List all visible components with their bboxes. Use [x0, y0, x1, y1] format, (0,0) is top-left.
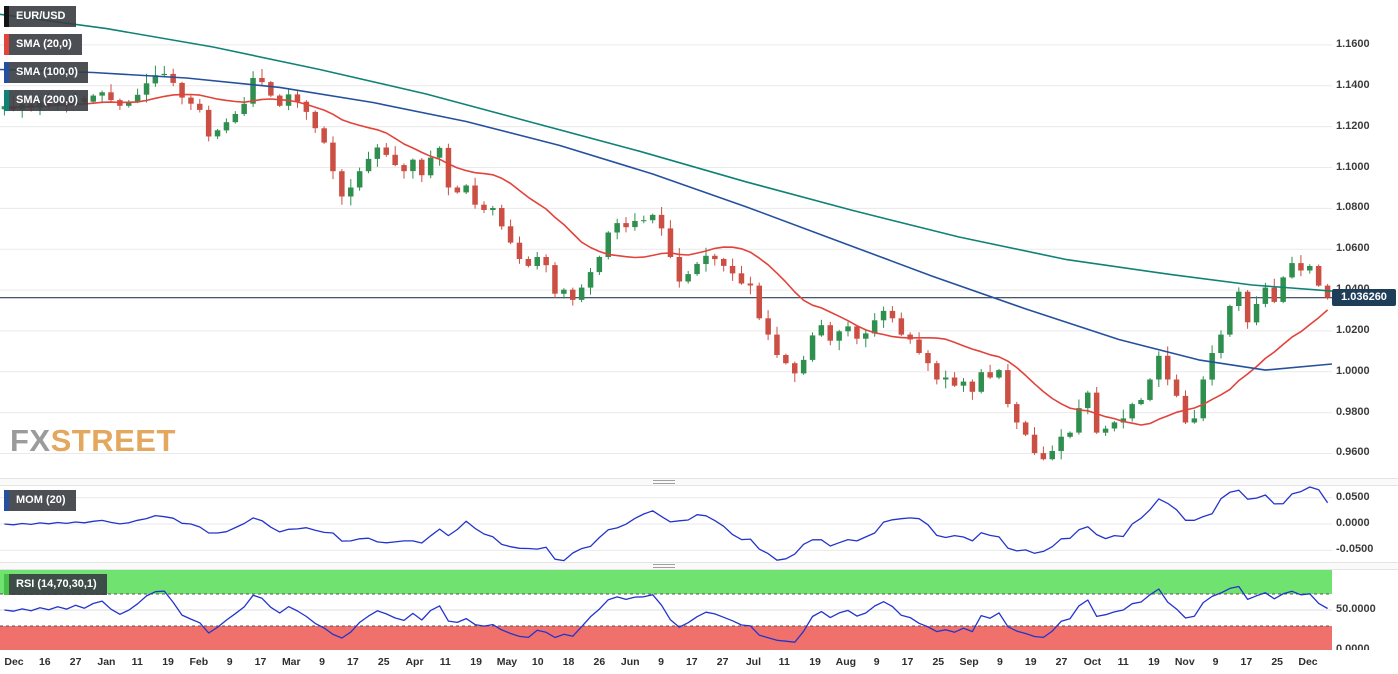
- time-tick-label: 11: [131, 656, 143, 668]
- axis-tick-label: 0.9600: [1336, 446, 1370, 459]
- rsi-label: RSI (14,70,30,1): [16, 578, 97, 590]
- time-tick-label: Apr: [405, 656, 424, 668]
- grip-icon: [653, 564, 675, 569]
- axis-tick-label: 1.1400: [1336, 78, 1370, 91]
- momentum-panel: MOM (20) 0.0500 0.0000 -0.0500: [0, 486, 1398, 562]
- time-tick-label: 16: [38, 656, 51, 668]
- sma100-label: SMA (100,0): [16, 66, 78, 78]
- time-tick-label: 9: [319, 656, 326, 668]
- time-tick-label: Dec: [4, 656, 24, 668]
- axis-tick-label: -0.0500: [1336, 543, 1374, 556]
- time-tick-label: 25: [1271, 656, 1284, 668]
- axis-tick-label: 0.0000: [1336, 517, 1370, 529]
- time-tick-label: Dec: [1298, 656, 1318, 668]
- time-tick-label: 19: [470, 656, 482, 668]
- time-tick-label: 10: [531, 656, 544, 668]
- rsi-panel: RSI (14,70,30,1) 50.0000 0.0000: [0, 570, 1398, 655]
- time-tick-label: 9: [996, 656, 1003, 668]
- current-price-tag: 1.036260: [1332, 288, 1396, 306]
- overlay-legend: EUR/USD SMA (20,0) SMA (100,0) SMA (200,…: [4, 6, 88, 118]
- time-tick-label: 17: [685, 656, 698, 668]
- fxstreet-logo: FXSTREET: [10, 424, 176, 458]
- time-tick-label: 17: [347, 656, 359, 668]
- time-tick-label: Oct: [1083, 656, 1102, 668]
- axis-tick-label: 1.0200: [1336, 323, 1370, 336]
- time-axis[interactable]: Dec 16 27 Jan 11 19 Feb 9 17 Mar 9 17 25 Apr 11 19 May 10…: [0, 650, 1398, 674]
- axis-tick-label: 0.9800: [1336, 405, 1370, 418]
- time-tick-label: 11: [778, 656, 790, 668]
- time-tick-label: 11: [439, 656, 451, 668]
- momentum-canvas[interactable]: [0, 486, 1332, 562]
- time-tick-label: 17: [1240, 656, 1253, 668]
- time-tick-label: May: [496, 656, 518, 668]
- time-tick-label: 18: [562, 656, 575, 668]
- time-tick-label: 11: [1117, 656, 1129, 668]
- sma20-badge[interactable]: SMA (20,0): [4, 34, 82, 55]
- mom-badge[interactable]: MOM (20): [4, 490, 76, 511]
- time-tick-label: 19: [162, 656, 174, 668]
- sma20-label: SMA (20,0): [16, 38, 72, 50]
- rsi-canvas[interactable]: [0, 570, 1332, 650]
- axis-tick-label: 0.0500: [1336, 490, 1370, 503]
- panel-resize-handle[interactable]: [0, 562, 1398, 570]
- time-tick-label: 19: [1024, 656, 1037, 668]
- rsi-badge[interactable]: RSI (14,70,30,1): [4, 574, 107, 595]
- symbol-label: EUR/USD: [16, 10, 66, 22]
- momentum-legend: MOM (20): [4, 490, 76, 518]
- price-chart-canvas[interactable]: [0, 0, 1332, 478]
- time-tick-label: Feb: [189, 656, 209, 668]
- axis-tick-label: 1.0800: [1336, 201, 1370, 214]
- time-tick-label: 19: [1148, 656, 1160, 668]
- axis-tick-label: 1.0000: [1336, 364, 1370, 377]
- price-axis[interactable]: 1.16001.14001.12001.10001.08001.06001.04…: [1334, 0, 1398, 478]
- time-tick-label: 19: [809, 656, 821, 668]
- time-tick-label: Jan: [97, 656, 116, 668]
- time-tick-label: 9: [658, 656, 664, 668]
- sma200-label: SMA (200,0): [16, 94, 78, 106]
- time-tick-label: 17: [254, 656, 267, 668]
- sma200-badge[interactable]: SMA (200,0): [4, 90, 88, 111]
- time-tick-label: 9: [226, 656, 233, 668]
- time-tick-label: Jun: [620, 656, 640, 668]
- symbol-badge[interactable]: EUR/USD: [4, 6, 76, 27]
- time-tick-label: 9: [1212, 656, 1219, 668]
- time-tick-label: 25: [377, 656, 390, 668]
- time-tick-label: Jul: [745, 656, 762, 668]
- logo-fx: FX: [10, 423, 51, 458]
- time-tick-label: 26: [593, 656, 606, 668]
- time-tick-label: Nov: [1174, 656, 1195, 668]
- momentum-axis[interactable]: 0.0500 0.0000 -0.0500: [1334, 486, 1398, 562]
- axis-tick-label: 1.1200: [1336, 119, 1370, 132]
- time-tick-label: Mar: [281, 656, 301, 668]
- axis-tick-label: 1.1000: [1336, 160, 1370, 173]
- time-tick-label: Aug: [835, 656, 857, 668]
- axis-tick-label: 50.0000: [1336, 603, 1376, 615]
- time-tick-label: 27: [1055, 656, 1068, 668]
- axis-tick-label: 1.1600: [1336, 37, 1370, 50]
- mom-label: MOM (20): [16, 494, 66, 506]
- time-tick-label: 9: [873, 656, 880, 668]
- time-tick-label: 27: [69, 656, 82, 668]
- panel-resize-handle[interactable]: [0, 478, 1398, 486]
- time-tick-label: Sep: [959, 656, 979, 668]
- rsi-legend: RSI (14,70,30,1): [4, 574, 107, 602]
- price-panel: EUR/USD SMA (20,0) SMA (100,0) SMA (200,…: [0, 0, 1398, 478]
- rsi-axis[interactable]: 50.0000 0.0000: [1334, 570, 1398, 655]
- logo-street: STREET: [50, 423, 176, 458]
- time-tick-label: 17: [901, 656, 914, 668]
- sma100-badge[interactable]: SMA (100,0): [4, 62, 88, 83]
- grip-icon: [653, 480, 675, 485]
- axis-tick-label: 1.0600: [1336, 242, 1370, 255]
- time-tick-label: 25: [932, 656, 945, 668]
- time-tick-label: 27: [716, 656, 729, 668]
